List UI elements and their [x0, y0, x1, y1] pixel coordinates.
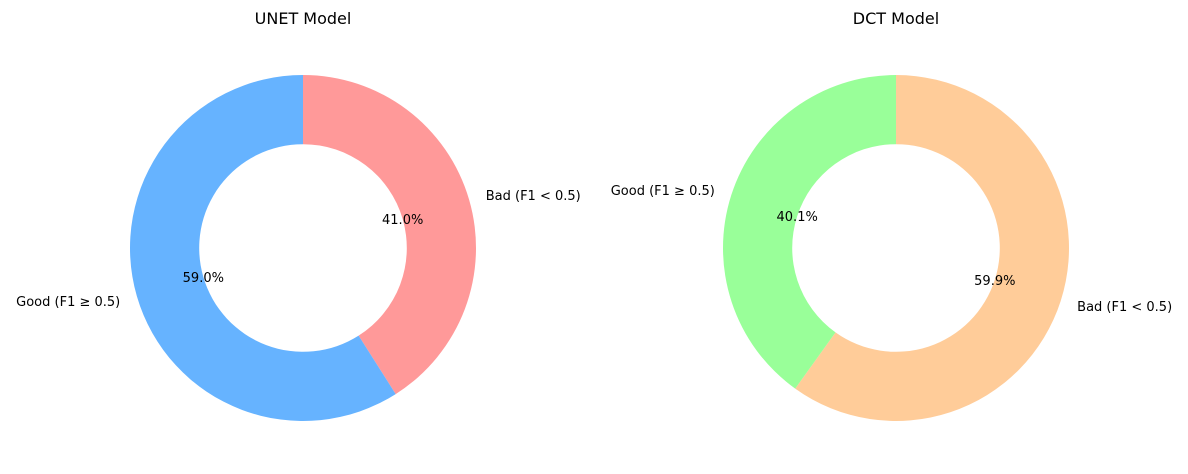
pie-slice-bad [303, 75, 476, 395]
dct-donut-chart: DCT Model 59.9% Bad (F1 < 0.5) 40.1% Good (… [611, 9, 1172, 422]
pie-slice-good [722, 75, 896, 389]
pie-slice-bad [795, 75, 1069, 422]
pie-slice-pct-label: 59.0% [183, 271, 224, 286]
pie-slice-label: Good (F1 ≥ 0.5) [611, 184, 715, 199]
chart-title: UNET Model [255, 9, 352, 28]
pie-slice-pct-label: 41.0% [382, 213, 423, 228]
unet-donut-chart: UNET Model 41.0% Bad (F1 < 0.5) 59.0% Good … [16, 9, 581, 421]
pie-slice-label: Bad (F1 < 0.5) [486, 189, 581, 204]
pie-slice-pct-label: 59.9% [974, 274, 1015, 289]
pie-slice-label: Bad (F1 < 0.5) [1077, 300, 1172, 315]
pie-slice-pct-label: 40.1% [777, 210, 818, 225]
pie-slice-label: Good (F1 ≥ 0.5) [16, 295, 120, 310]
pie-slice-good [129, 75, 396, 421]
chart-title: DCT Model [853, 9, 939, 28]
